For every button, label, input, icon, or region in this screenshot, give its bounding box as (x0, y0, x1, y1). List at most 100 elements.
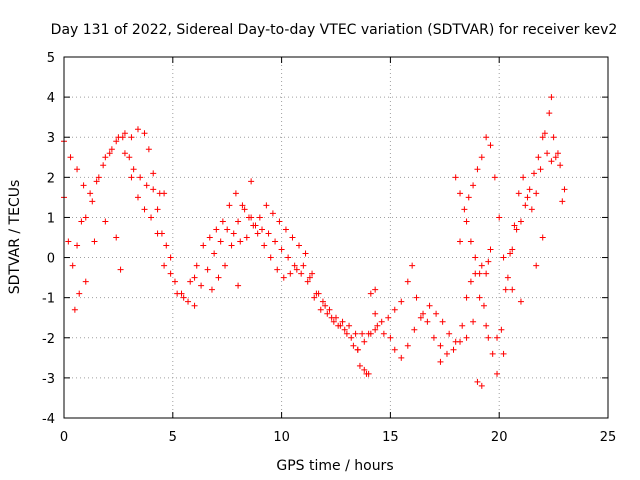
data-point (235, 218, 242, 225)
data-point (426, 302, 433, 309)
data-point (322, 302, 329, 309)
data-point (341, 326, 348, 333)
data-point (324, 310, 331, 317)
data-point (211, 250, 218, 257)
data-point (548, 94, 555, 101)
data-point (302, 250, 309, 257)
data-point (148, 214, 155, 221)
data-point (100, 162, 107, 169)
data-point (522, 202, 529, 209)
plot-area (61, 94, 568, 389)
data-point (126, 154, 133, 161)
y-tick-label: 3 (47, 131, 55, 146)
data-point (385, 314, 392, 321)
data-point (137, 174, 144, 181)
data-point (544, 150, 551, 157)
data-point (361, 338, 368, 345)
data-point (74, 242, 81, 249)
data-point (463, 218, 470, 225)
data-point (372, 310, 379, 317)
data-point (463, 334, 470, 341)
data-point (511, 222, 518, 229)
data-point (513, 226, 520, 233)
data-point (167, 254, 174, 261)
data-point (304, 278, 311, 285)
data-point (507, 250, 514, 257)
y-tick-label: 1 (47, 211, 55, 226)
data-point (174, 290, 181, 297)
data-point (102, 218, 109, 225)
data-point (480, 302, 487, 309)
data-point (533, 262, 540, 269)
data-point (65, 238, 72, 245)
data-point (161, 262, 168, 269)
data-point (235, 282, 242, 289)
data-point (489, 350, 496, 357)
series-arc-g (452, 134, 568, 281)
data-point (461, 206, 468, 213)
data-point (430, 334, 437, 341)
data-point (363, 370, 370, 377)
data-point (243, 234, 250, 241)
data-point (309, 270, 316, 277)
data-point (256, 214, 263, 221)
data-point (470, 318, 477, 325)
data-point (213, 226, 220, 233)
data-point (282, 226, 289, 233)
data-point (367, 290, 374, 297)
data-point (254, 230, 261, 237)
data-point (354, 346, 361, 353)
data-point (378, 318, 385, 325)
data-point (285, 254, 292, 261)
data-point (208, 286, 215, 293)
data-point (232, 190, 239, 197)
data-point (478, 262, 485, 269)
y-tick-label: 2 (47, 171, 55, 186)
grid (64, 57, 608, 418)
data-point (265, 230, 272, 237)
y-axis-label: SDTVAR / TECUs (7, 180, 23, 295)
data-point (185, 298, 192, 305)
data-point (330, 318, 337, 325)
data-point (171, 278, 178, 285)
data-point (443, 350, 450, 357)
data-point (417, 314, 424, 321)
axis-ticks (63, 56, 609, 419)
data-point (478, 382, 485, 389)
data-point (287, 270, 294, 277)
data-point (113, 138, 120, 145)
data-point (339, 318, 346, 325)
data-point (483, 322, 490, 329)
data-point (293, 266, 300, 273)
data-point (467, 278, 474, 285)
data-point (502, 286, 509, 293)
data-point (115, 134, 122, 141)
data-point (452, 338, 459, 345)
chart-title: Day 131 of 2022, Sidereal Day-to-day VTE… (51, 22, 618, 38)
data-point (367, 330, 374, 337)
data-point (515, 190, 522, 197)
y-tick-label: 0 (47, 252, 55, 267)
data-point (228, 242, 235, 249)
data-point (82, 278, 89, 285)
data-point (494, 370, 501, 377)
data-point (391, 306, 398, 313)
data-point (319, 298, 326, 305)
data-point (215, 274, 222, 281)
data-point (187, 278, 194, 285)
data-point (554, 150, 561, 157)
data-point (91, 238, 98, 245)
data-point (280, 274, 287, 281)
data-point (557, 162, 564, 169)
data-point (483, 134, 490, 141)
data-point (450, 346, 457, 353)
data-point (219, 218, 226, 225)
data-point (526, 186, 533, 193)
data-point (359, 330, 366, 337)
data-point (71, 306, 78, 313)
data-point (167, 270, 174, 277)
data-point (411, 326, 418, 333)
data-point (485, 334, 492, 341)
data-point (106, 150, 113, 157)
data-point (333, 314, 339, 321)
